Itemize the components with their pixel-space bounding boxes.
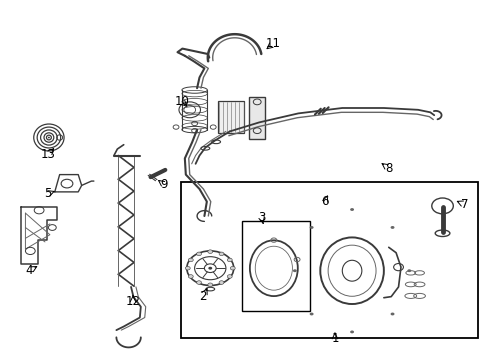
Circle shape <box>207 283 212 287</box>
Circle shape <box>390 312 394 315</box>
Circle shape <box>390 226 394 229</box>
Bar <box>249 97 264 139</box>
Circle shape <box>188 258 193 262</box>
Circle shape <box>188 275 193 278</box>
Text: 2: 2 <box>199 291 206 303</box>
Circle shape <box>230 266 235 270</box>
Text: 10: 10 <box>174 95 189 108</box>
Circle shape <box>185 266 190 270</box>
Circle shape <box>292 269 296 272</box>
Circle shape <box>349 330 353 333</box>
Text: 1: 1 <box>330 332 338 345</box>
Circle shape <box>227 275 232 278</box>
Text: 6: 6 <box>321 195 328 208</box>
Circle shape <box>227 258 232 262</box>
Circle shape <box>207 250 212 253</box>
Circle shape <box>407 269 410 272</box>
Ellipse shape <box>48 136 50 139</box>
Text: 4: 4 <box>25 264 33 277</box>
Circle shape <box>219 281 224 284</box>
Bar <box>181 182 477 338</box>
Bar <box>241 221 309 311</box>
Text: 5: 5 <box>44 187 52 200</box>
Circle shape <box>309 226 313 229</box>
Circle shape <box>196 252 201 256</box>
Text: 8: 8 <box>384 162 392 175</box>
Text: 12: 12 <box>125 295 140 308</box>
Text: 7: 7 <box>460 198 468 211</box>
Circle shape <box>309 312 313 315</box>
Text: 3: 3 <box>257 211 265 224</box>
Text: 11: 11 <box>265 37 280 50</box>
Text: 13: 13 <box>41 148 55 161</box>
Bar <box>217 101 244 133</box>
Circle shape <box>219 252 224 256</box>
Text: 9: 9 <box>160 178 167 191</box>
Circle shape <box>208 267 212 270</box>
Circle shape <box>349 208 353 211</box>
Circle shape <box>196 281 201 284</box>
